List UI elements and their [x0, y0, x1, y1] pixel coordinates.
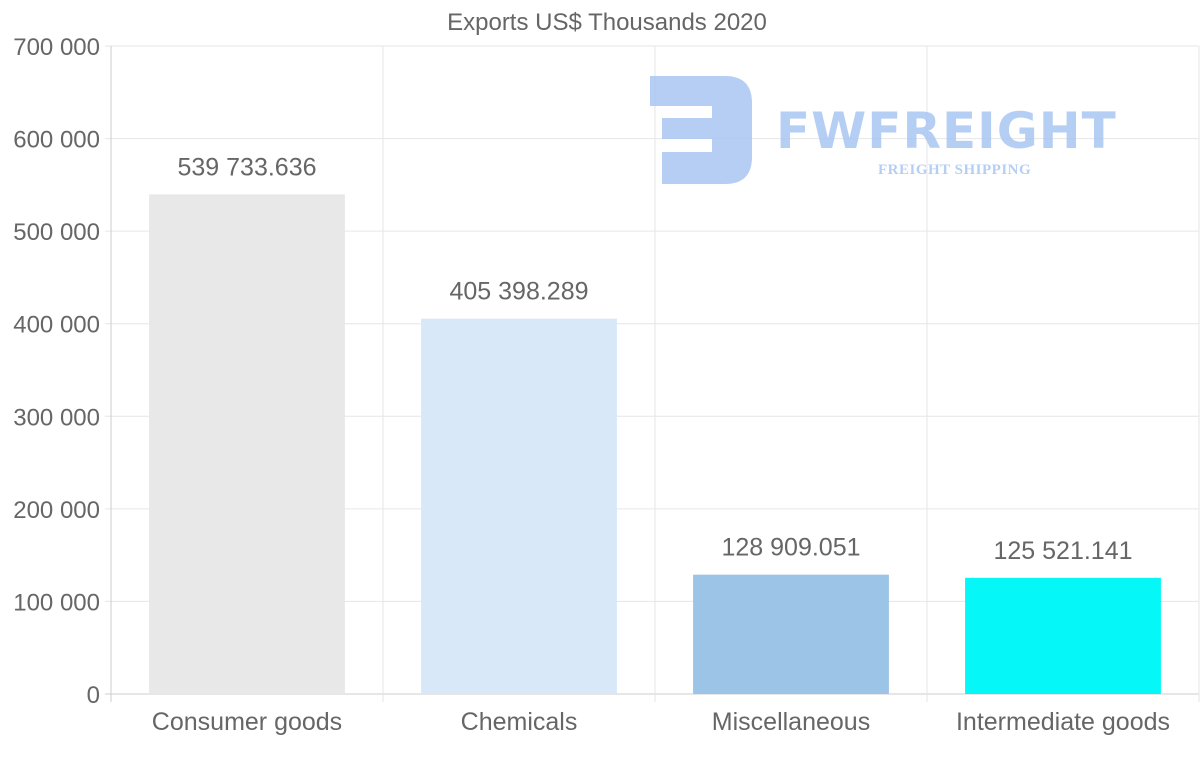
data-labels: 539 733.636 405 398.289 128 909.051 125 521…	[177, 153, 1132, 564]
bar[interactable]	[693, 574, 889, 694]
x-tick-label: Consumer goods	[152, 708, 342, 736]
x-tick-label: Chemicals	[461, 708, 578, 736]
data-label: 125 521.141	[993, 537, 1132, 565]
watermark-tagline: FREIGHT SHIPPING	[878, 162, 1031, 178]
y-tick-label: 600 000	[13, 127, 100, 154]
y-tick-label: 0	[87, 682, 100, 709]
watermark: FWFREIGHT FREIGHT SHIPPING	[650, 76, 1117, 184]
bar[interactable]	[965, 577, 1161, 694]
y-tick-label: 400 000	[13, 312, 100, 339]
x-tick-label: Intermediate goods	[956, 708, 1170, 736]
y-tick-label: 100 000	[13, 589, 100, 616]
bar[interactable]	[149, 194, 345, 695]
data-label: 405 398.289	[449, 278, 588, 306]
chart-title: Exports US$ Thousands 2020	[447, 9, 767, 36]
y-tick-label: 200 000	[13, 497, 100, 524]
bars	[149, 194, 1161, 695]
data-label: 128 909.051	[721, 534, 860, 562]
y-tick-label: 500 000	[13, 219, 100, 246]
watermark-brand: FWFREIGHT	[776, 102, 1117, 160]
fwfreight-logo-icon	[650, 76, 752, 184]
x-axis-labels: Consumer goods Chemicals Miscellaneous Inte…	[152, 708, 1170, 736]
y-tick-label: 300 000	[13, 404, 100, 431]
y-axis-ticks: 0 100 000 200 000 300 000 400 000 500 000 600 …	[13, 34, 100, 709]
data-label: 539 733.636	[177, 153, 316, 181]
bar[interactable]	[421, 318, 617, 694]
x-tick-label: Miscellaneous	[712, 708, 870, 736]
y-tick-label: 700 000	[13, 34, 100, 61]
